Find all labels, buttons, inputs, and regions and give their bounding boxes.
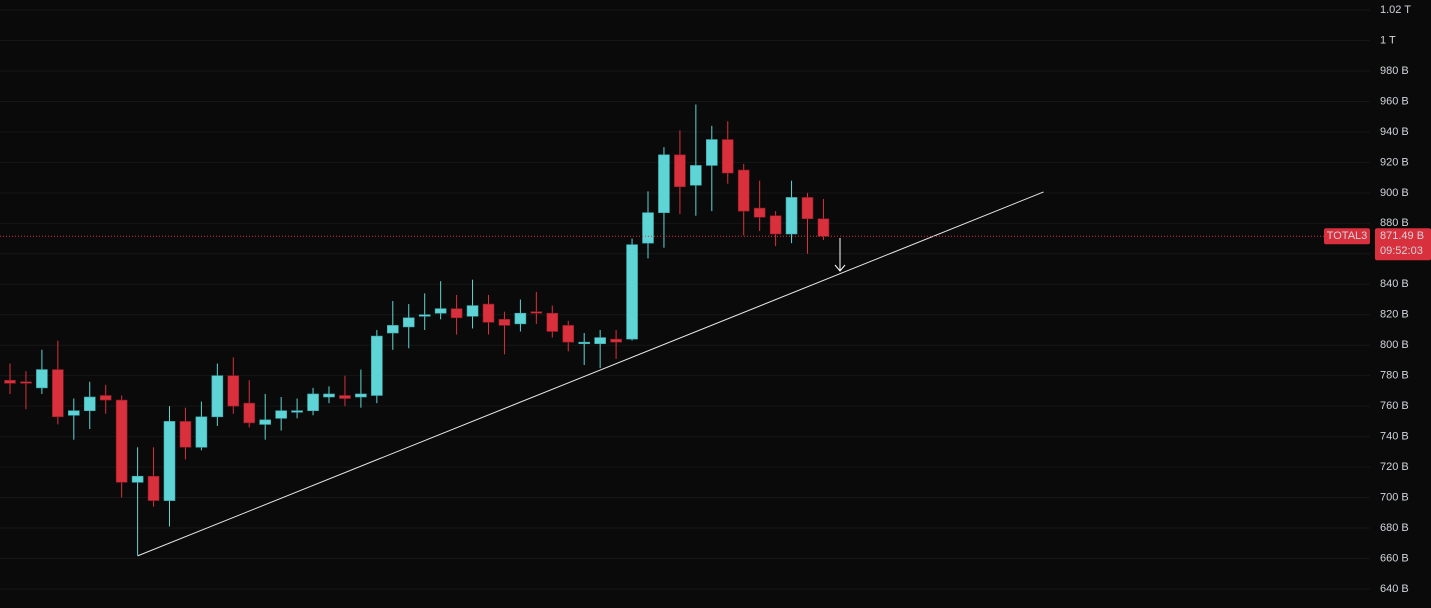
- candle-body: [83, 396, 96, 412]
- candle-body: [52, 369, 64, 418]
- y-tick-label: 920 B: [1380, 156, 1409, 168]
- candle-body: [20, 381, 32, 384]
- candle-body: [482, 303, 495, 323]
- candle-body: [227, 375, 240, 407]
- candle-body: [402, 317, 415, 328]
- y-tick-label: 1.02 T: [1380, 4, 1411, 16]
- y-tick-label: 820 B: [1380, 309, 1409, 321]
- y-tick-label: 640 B: [1380, 583, 1409, 595]
- symbol-label: TOTAL3: [1327, 230, 1368, 242]
- candle-body: [323, 393, 335, 398]
- candle-body: [147, 475, 160, 501]
- candle-body: [339, 395, 351, 399]
- candle-body: [131, 475, 144, 483]
- y-tick-label: 980 B: [1380, 65, 1409, 77]
- candle-body: [450, 308, 463, 319]
- candle-body: [769, 215, 782, 235]
- y-tick-label: 1 T: [1380, 34, 1396, 46]
- candle-body: [817, 218, 830, 237]
- y-tick-label: 900 B: [1380, 187, 1409, 199]
- y-tick-label: 880 B: [1380, 217, 1409, 229]
- candle-body: [211, 375, 224, 418]
- candle-body: [179, 421, 192, 448]
- candle-body: [275, 410, 287, 419]
- candle-body: [163, 421, 176, 501]
- y-tick-label: 680 B: [1380, 522, 1409, 534]
- y-tick-label: 940 B: [1380, 126, 1409, 138]
- last-price-label: 871.49 B: [1380, 230, 1424, 242]
- candle-body: [434, 308, 447, 314]
- candle-body: [4, 379, 16, 384]
- candle-body: [753, 207, 766, 218]
- candle-body: [498, 319, 511, 326]
- candle-body: [658, 154, 670, 213]
- y-tick-label: 660 B: [1380, 552, 1409, 564]
- candle-body: [418, 314, 431, 317]
- price-badge: [1375, 228, 1431, 261]
- candle-body: [594, 337, 606, 344]
- trendline: [137, 191, 1044, 557]
- candle-body: [307, 393, 319, 412]
- arrow-head: [834, 264, 846, 272]
- candle-body: [737, 169, 750, 212]
- candle-body: [626, 244, 638, 340]
- candle-body: [386, 325, 399, 334]
- candle-body: [355, 393, 367, 398]
- candle-body: [674, 154, 686, 188]
- candle-body: [68, 410, 80, 416]
- candle-body: [578, 341, 591, 344]
- countdown: 09:52:03: [1380, 245, 1423, 257]
- candle-body: [721, 139, 734, 174]
- candle-body: [514, 312, 527, 325]
- candle-body: [36, 369, 48, 389]
- candle-body: [642, 212, 654, 244]
- y-tick-label: 700 B: [1380, 491, 1409, 503]
- candle-body: [115, 399, 128, 483]
- y-tick-label: 760 B: [1380, 400, 1409, 412]
- y-tick-label: 800 B: [1380, 339, 1409, 351]
- candle-body: [259, 419, 272, 425]
- y-tick-label: 840 B: [1380, 278, 1409, 290]
- symbol-badge: [1324, 228, 1370, 245]
- y-tick-label: 740 B: [1380, 431, 1409, 443]
- candle-body: [785, 197, 798, 235]
- candle-body: [195, 416, 208, 448]
- candle-body: [466, 305, 479, 317]
- candle-body: [291, 410, 303, 413]
- candle-body: [99, 395, 112, 401]
- candle-body: [610, 338, 622, 343]
- candle-body: [801, 197, 814, 220]
- price-scale: 640 B 660 B 680 B 700 B 720 B 740 B 760 B 780 B…: [1324, 4, 1431, 595]
- y-tick-label: 780 B: [1380, 370, 1409, 382]
- grid: [0, 9, 1370, 590]
- candle-body: [371, 335, 383, 396]
- candle-body: [243, 402, 256, 424]
- candle-body: [705, 139, 718, 166]
- candle-body: [530, 311, 543, 314]
- plot: [0, 104, 1370, 557]
- candle-body: [562, 325, 575, 343]
- candle-body: [690, 165, 702, 186]
- y-tick-label: 720 B: [1380, 461, 1409, 473]
- y-tick-label: 960 B: [1380, 95, 1409, 107]
- candle-body: [546, 312, 559, 332]
